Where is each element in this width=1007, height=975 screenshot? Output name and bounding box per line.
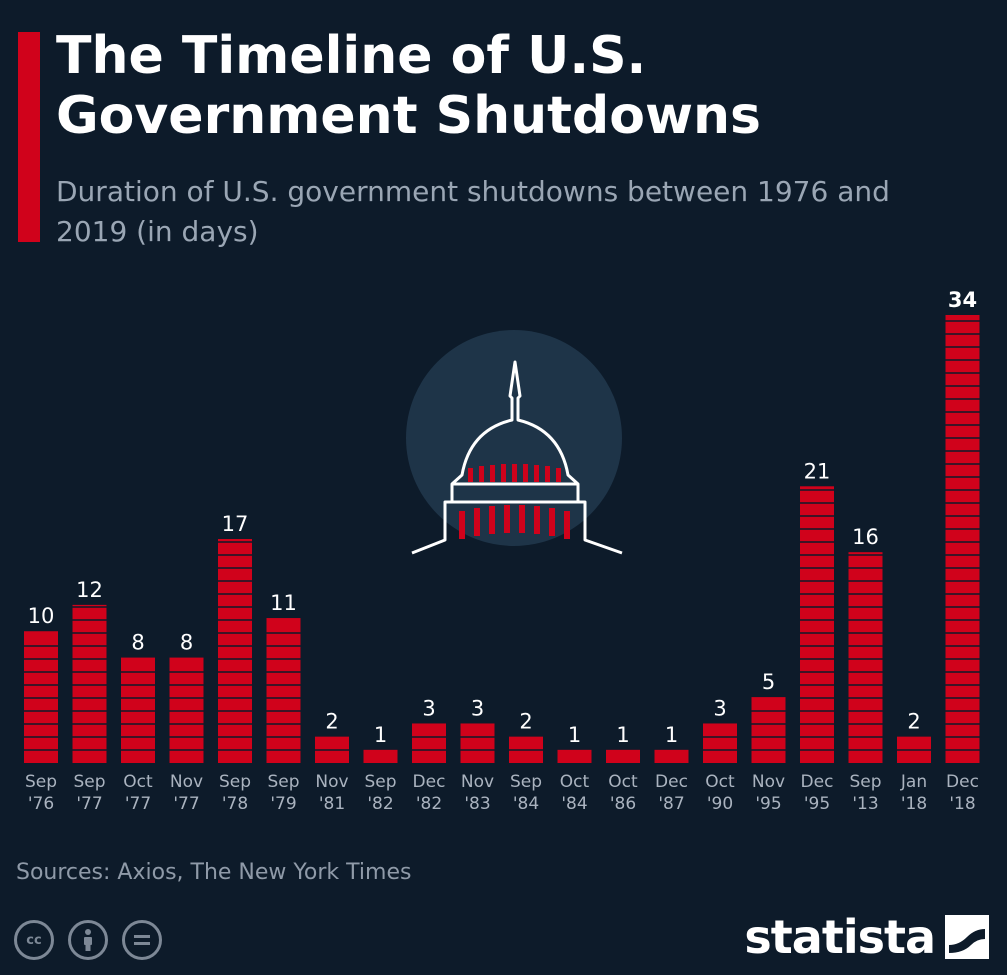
bar-12 [606,749,640,763]
title-accent-bar [18,32,40,242]
moon-circle [406,330,622,546]
x-tick-label: Sep '82 [364,772,396,814]
chart-title: The Timeline of U.S. Government Shutdown… [56,26,761,146]
bar-1 [72,604,107,763]
bar-value-label: 1 [616,723,629,747]
bar-rect [218,539,252,763]
bar-13 [654,749,689,763]
bar-10 [509,736,543,763]
statista-mark-icon [945,915,989,959]
bar-value-label: 34 [948,288,977,312]
bar-value-label: 8 [180,631,193,655]
bar-4 [218,539,252,763]
x-tick-label: Dec '87 [655,772,688,814]
x-tick-label: Oct '77 [123,772,153,814]
bar-value-label: 17 [222,512,249,536]
bar-rect [751,697,786,763]
bar-value-label: 2 [907,710,920,734]
bar-2 [121,657,155,763]
bar-5 [266,618,301,763]
x-tick-label: Oct '90 [705,772,735,814]
bar-value-label: 12 [76,578,103,602]
x-tick-label: Oct '84 [560,772,590,814]
statista-logo[interactable]: statista [744,910,989,964]
x-tick-label: Nov '83 [461,772,494,814]
person-icon[interactable] [68,920,108,960]
bar-value-label: 1 [374,723,387,747]
bar-value-label: 1 [568,723,581,747]
equals-icon[interactable] [122,920,162,960]
bar-value-label: 1 [665,723,678,747]
bar-value-label: 8 [131,631,144,655]
x-tick-label: Jan '18 [900,772,927,814]
bar-16 [800,486,834,763]
cc-icon[interactable]: cc [14,920,54,960]
x-tick-label: Nov '77 [170,772,203,814]
bar-rect [460,723,495,763]
bar-14 [703,723,737,763]
bar-value-label: 16 [852,525,879,549]
bar-3 [169,657,204,763]
capitol-illustration [406,330,623,555]
bar-rect [72,604,107,763]
bar-11 [557,749,592,763]
x-tick-label: Sep '77 [73,772,105,814]
bar-value-label: 11 [270,591,297,615]
x-tick-label: Sep '78 [219,772,251,814]
bar-6 [315,736,349,763]
bar-19 [945,315,980,763]
bar-rect [266,618,301,763]
brand-wordmark: statista [744,910,936,964]
bar-value-label: 2 [519,710,532,734]
capitol-columns [459,464,570,539]
x-tick-label: Nov '95 [752,772,785,814]
bar-rect [363,749,398,763]
bar-rect [848,552,883,763]
x-axis-tick-labels: Sep '76 Sep '77 Oct '77 Nov '77 Sep '78 Sep '79 Nov '… [25,772,979,814]
bar-value-label: 21 [804,459,831,483]
x-tick-label: Oct '86 [608,772,638,814]
bar-rect [945,315,980,763]
bar-rect [557,749,592,763]
license-icons: cc [14,920,162,960]
source-note: Sources: Axios, The New York Times [16,860,412,885]
x-tick-label: Dec '18 [946,772,979,814]
bar-9 [460,723,495,763]
bar-value-label: 3 [471,696,484,720]
bar-rect [606,749,640,763]
bar-15 [751,697,786,763]
bar-value-label: 3 [713,696,726,720]
bar-value-label: 10 [28,604,55,628]
x-tick-label: Dec '95 [801,772,834,814]
bar-18 [897,736,931,763]
capitol-dome-icon [411,360,623,555]
bar-rect [24,631,58,763]
bar-value-label: 5 [762,670,775,694]
bars-layer [24,315,980,763]
x-tick-label: Sep '84 [510,772,542,814]
bar-value-label: 3 [422,696,435,720]
bar-7 [363,749,398,763]
bar-rect [654,749,689,763]
bar-rect [412,723,446,763]
bar-17 [848,552,883,763]
chart-subtitle: Duration of U.S. government shutdowns be… [56,175,890,248]
bar-8 [412,723,446,763]
bar-rect [800,486,834,763]
x-tick-label: Nov '81 [315,772,348,814]
bar-0 [24,631,58,763]
x-tick-label: Sep '79 [267,772,299,814]
x-tick-label: Sep '13 [849,772,881,814]
x-tick-label: Sep '76 [25,772,57,814]
bar-value-label: 2 [325,710,338,734]
bar-rect [703,723,737,763]
x-tick-label: Dec '82 [413,772,446,814]
